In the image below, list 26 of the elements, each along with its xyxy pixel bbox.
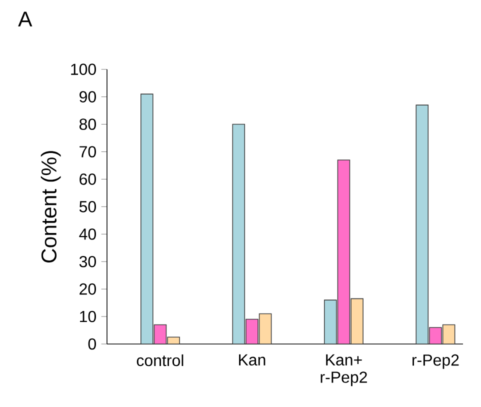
bar [442, 324, 456, 344]
y-axis-title: Content (%) [40, 151, 61, 262]
text: A [18, 12, 32, 26]
y-tick-label: 50 [79, 201, 96, 212]
bar [140, 94, 154, 344]
bar [350, 298, 364, 344]
y-tick-label: 20 [80, 283, 96, 295]
bar [258, 313, 272, 344]
y-tick-label: 60 [80, 174, 96, 185]
y-tick-label: 70 [80, 146, 96, 158]
x-tick-label: r-Pep2 [412, 354, 459, 369]
y-tick-label: 100 [71, 64, 96, 75]
bar [324, 300, 337, 344]
bar [337, 160, 350, 344]
bar [154, 324, 167, 344]
y-tick-label: 0 [88, 338, 96, 350]
y-tick-label: 10 [80, 310, 96, 322]
y-tick-label: 80 [79, 118, 96, 130]
y-tick-label: 40 [79, 228, 96, 240]
y-tick-label: 30 [79, 256, 96, 268]
x-tick-label: Kan [239, 354, 266, 366]
y-tick-label: 90 [80, 91, 96, 102]
x-tick-label: control [136, 354, 184, 366]
bar [416, 104, 429, 344]
x-tick-label: Kan+ r-Pep2 [320, 354, 367, 386]
bar [232, 124, 246, 344]
